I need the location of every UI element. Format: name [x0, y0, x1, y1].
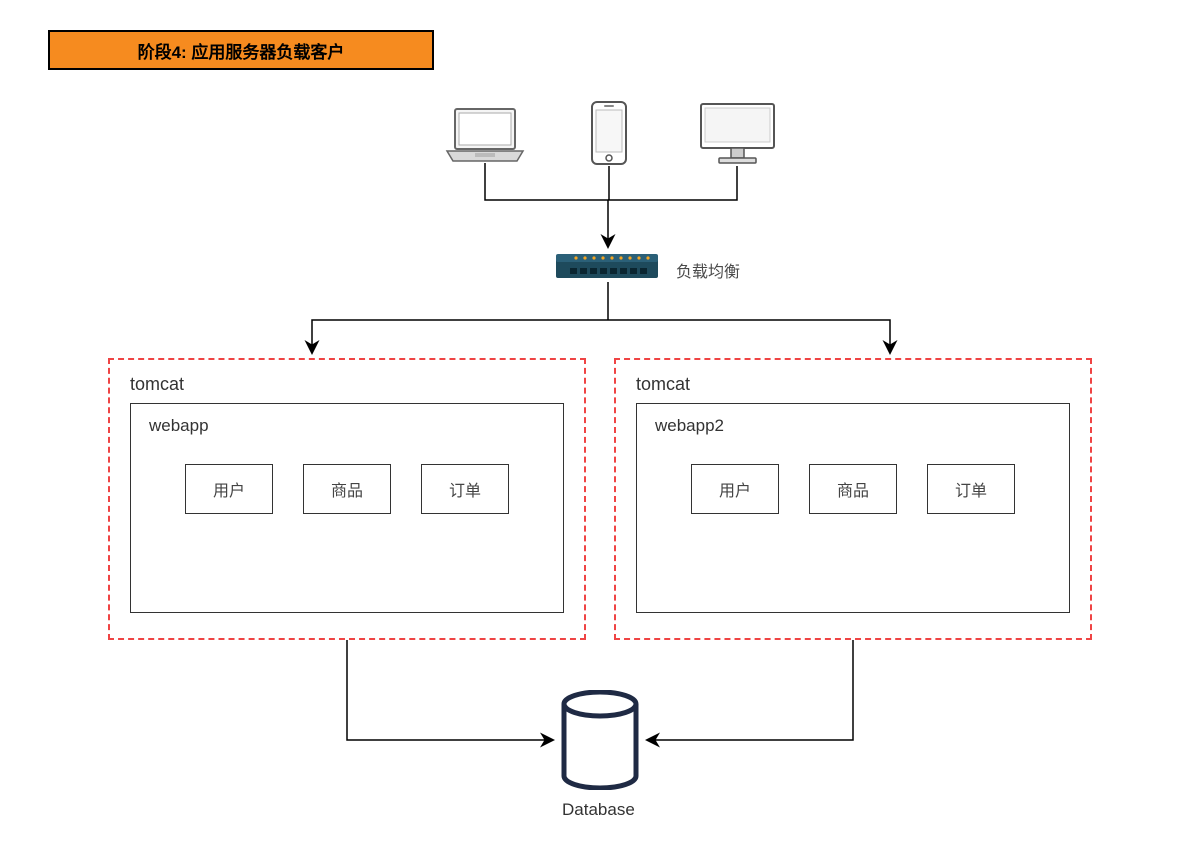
module-order: 订单	[927, 464, 1015, 514]
module-user: 用户	[185, 464, 273, 514]
phone-icon	[590, 100, 628, 166]
module-order: 订单	[421, 464, 509, 514]
module-product: 商品	[809, 464, 897, 514]
module-row: 用户 商品 订单	[655, 464, 1051, 514]
tomcat-box-2: tomcat webapp2 用户 商品 订单	[614, 358, 1092, 640]
diagram-canvas: 阶段4: 应用服务器负载客户	[0, 0, 1184, 841]
stage-title-banner: 阶段4: 应用服务器负载客户	[48, 30, 434, 70]
webapp-label: webapp2	[655, 416, 1051, 436]
module-product: 商品	[303, 464, 391, 514]
database-icon	[560, 690, 640, 790]
tomcat-box-1: tomcat webapp 用户 商品 订单	[108, 358, 586, 640]
desktop-icon	[695, 100, 780, 166]
load-balancer-label: 负载均衡	[676, 258, 740, 282]
webapp-box: webapp2 用户 商品 订单	[636, 403, 1070, 613]
webapp-box: webapp 用户 商品 订单	[130, 403, 564, 613]
laptop-icon	[445, 105, 525, 163]
database-label: Database	[562, 800, 635, 820]
tomcat-label: tomcat	[130, 374, 564, 395]
tomcat-label: tomcat	[636, 374, 1070, 395]
load-balancer-icon	[556, 252, 658, 282]
webapp-label: webapp	[149, 416, 545, 436]
module-row: 用户 商品 订单	[149, 464, 545, 514]
module-user: 用户	[691, 464, 779, 514]
